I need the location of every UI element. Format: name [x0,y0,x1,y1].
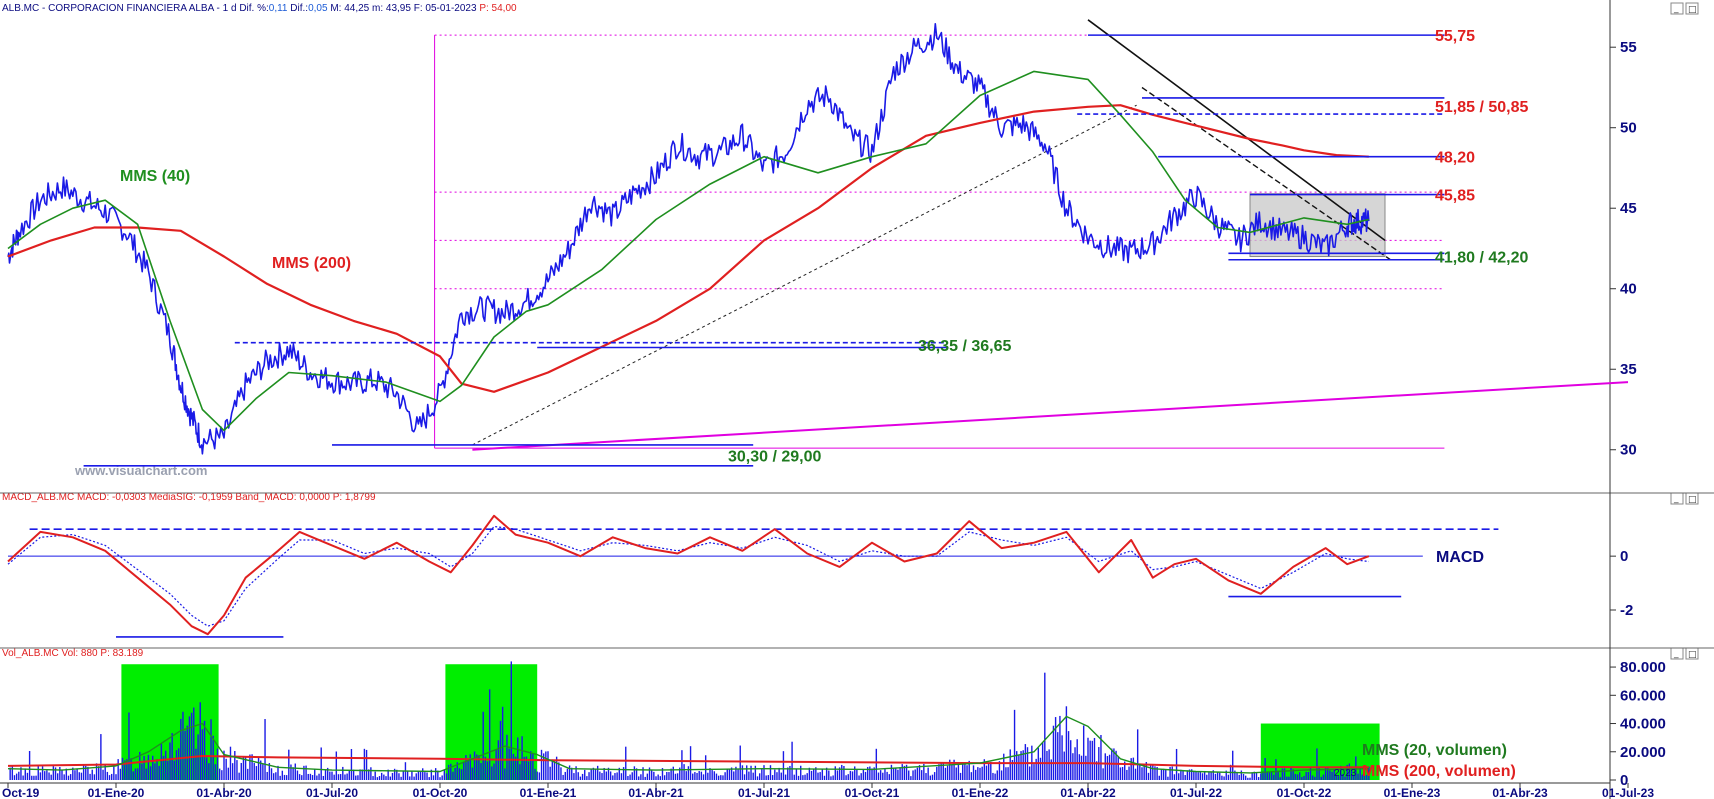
support-trendline [472,381,1629,451]
uptrend-line [472,104,1137,446]
x-tick-label: 01-Oct-21 [845,786,900,799]
x-tick-label: 01-Abr-22 [1060,786,1116,799]
volume-panel-header: Vol_ALB.MC Vol: 880 P: 83.189 [2,648,144,659]
x-tick-label: 01-Abr-21 [628,786,684,799]
volume-mms200-line [7,755,1369,769]
price-y-tick-label: 40 [1620,281,1637,298]
x-tick-label: Oct-19 [2,786,40,799]
price-series-line [7,22,1370,455]
window-buttons-macd: _ □ [1670,492,1699,505]
macd-y-tick-label: 0 [1620,548,1628,565]
volume-y-tick-label: 40.000 [1620,716,1666,733]
x-tick-label: 01-Jul-20 [306,786,358,799]
maximize-icon: □ [1688,5,1697,15]
macd-title: MACD [1436,549,1484,566]
maximize-button-price[interactable] [1685,2,1699,15]
volume-y-tick-label: 60.000 [1620,687,1666,704]
watermark: www.visualchart.com [74,463,207,478]
downtrend-line [1087,19,1386,242]
price-y-tick-label: 50 [1620,120,1637,137]
x-tick-label: 01-Jul-22 [1170,786,1222,799]
mms200-line [7,104,1369,393]
x-tick-label: 01-Jul-23 [1602,786,1654,799]
mms200-label: MMS (200) [272,255,351,272]
volume-y-tick-label: 20.000 [1620,744,1666,761]
macd-y-tick-label: -2 [1620,602,1633,619]
x-tick-label: 01-Ene-23 [1384,786,1441,799]
price-y-tick-label: 30 [1620,442,1637,459]
x-tick-label: 01-Abr-20 [196,786,252,799]
x-tick-label: 01-Oct-20 [413,786,468,799]
volume-mms200-label: MMS (200, volumen) [1362,763,1516,780]
price-panel-header: ALB.MC - CORPORACION FINANCIERA ALBA - 1… [2,3,517,14]
maximize-icon: □ [1688,495,1697,505]
price-level-label: 55,75 [1435,28,1475,45]
volume-y-tick-label: 0 [1620,772,1628,789]
price-y-tick-label: 45 [1620,200,1637,217]
price-level-label: 36,35 / 36,65 [918,338,1012,355]
volume-mms20-label: MMS (20, volumen) [1362,742,1507,759]
x-tick-label: 01-Ene-20 [88,786,145,799]
minimize-icon: _ [1673,649,1679,659]
mms40-line [7,70,1369,432]
x-tick-label: 01-Jul-21 [738,786,790,799]
price-level-label: 45,85 [1435,188,1475,205]
x-tick-label: 01-Abr-23 [1492,786,1548,799]
minimize-button-price[interactable] [1670,2,1684,15]
volume-highlight-box [445,664,538,780]
macd-line [7,514,1370,636]
window-buttons-volume: _ □ [1670,647,1699,660]
volume-mms20-line [7,715,1369,774]
x-tick-label: 01-Ene-21 [520,786,577,799]
price-level-label: 30,30 / 29,00 [728,448,822,465]
minimize-icon: _ [1673,4,1679,14]
volume-y-tick-label: 80.000 [1620,659,1666,676]
price-level-label: 41,80 / 42,20 [1435,250,1529,267]
window-buttons-price: _ □ [1670,2,1699,15]
macd-signal-line [7,525,1369,627]
price-y-tick-label: 35 [1620,361,1637,378]
price-y-tick-label: 55 [1620,39,1637,56]
mms40-label: MMS (40) [120,168,190,185]
price-level-label: 51,85 / 50,85 [1435,99,1529,116]
minimize-icon: _ [1673,494,1679,504]
x-tick-label: 01-Ene-22 [952,786,1009,799]
x-year-label: 2023 [1334,768,1357,779]
macd-panel-header: MACD_ALB.MC MACD: -0,0303 MediaSIG: -0,1… [2,492,376,503]
price-level-label: 48,20 [1435,150,1475,167]
maximize-icon: □ [1688,650,1697,660]
downtrend-line-dashed [1141,86,1391,261]
x-tick-label: 01-Oct-22 [1277,786,1332,799]
